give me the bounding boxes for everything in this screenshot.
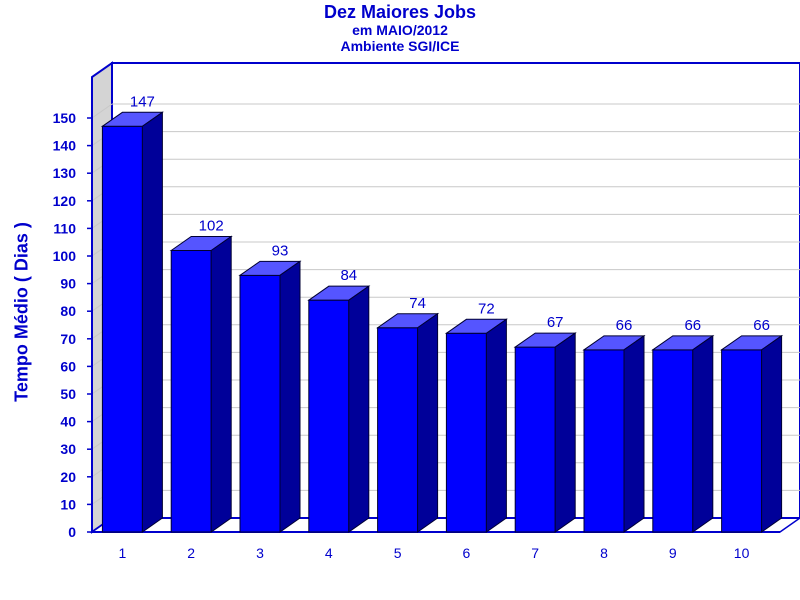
data-label: 84 (340, 267, 357, 284)
y-tick-label: 50 (60, 386, 76, 402)
bar (308, 299, 350, 533)
y-tick-label: 90 (60, 276, 76, 292)
bar-side (348, 285, 370, 533)
y-tick-label: 120 (53, 193, 77, 209)
bar (652, 349, 694, 533)
data-label: 66 (753, 317, 770, 334)
y-tick-label: 130 (53, 165, 77, 181)
bar (377, 327, 419, 533)
y-tick-label: 30 (60, 441, 76, 457)
y-tick-label: 150 (53, 110, 77, 126)
y-tick-label: 60 (60, 358, 76, 374)
y-tick-label: 110 (53, 220, 76, 236)
data-label: 93 (272, 242, 289, 259)
x-tick-label: 8 (600, 545, 608, 561)
x-tick-label: 6 (463, 545, 471, 561)
bar (101, 125, 143, 533)
bar-side (417, 312, 439, 533)
y-tick-label: 40 (60, 414, 76, 430)
chart-subtitle-line-1: em MAIO/2012 (352, 22, 448, 38)
x-tick-label: 4 (325, 545, 333, 561)
chart-subtitle-line-2: Ambiente SGI/ICE (340, 38, 460, 54)
x-tick-label: 9 (669, 545, 677, 561)
bar-side (554, 332, 576, 533)
y-tick-label: 0 (68, 524, 76, 540)
chart-title: Dez Maiores Jobs (323, 2, 477, 22)
x-tick-label: 1 (119, 545, 127, 561)
data-label: 72 (478, 300, 495, 317)
x-tick-label: 7 (531, 545, 539, 561)
gridline-side (91, 103, 113, 119)
bar (170, 249, 212, 533)
data-label: 67 (547, 314, 564, 331)
y-tick-label: 140 (53, 138, 77, 154)
y-tick-label: 80 (60, 303, 76, 319)
bar-side (141, 111, 163, 533)
bar-side (485, 318, 507, 533)
y-tick-label: 70 (60, 331, 76, 347)
data-label: 66 (684, 317, 701, 334)
bar (583, 349, 625, 533)
x-tick-label: 10 (734, 545, 750, 561)
bar-side (279, 260, 301, 533)
bar-side (761, 334, 783, 533)
bar-side (623, 334, 645, 533)
bar (514, 346, 556, 533)
bar-side (692, 334, 714, 533)
y-tick-label: 100 (53, 248, 77, 264)
y-tick-label: 20 (60, 469, 76, 485)
data-label: 74 (409, 295, 426, 312)
x-tick-label: 3 (256, 545, 264, 561)
bar (445, 332, 487, 533)
data-label: 147 (130, 93, 155, 110)
bar (721, 349, 763, 533)
data-label: 66 (616, 317, 633, 334)
x-tick-label: 2 (187, 545, 195, 561)
data-label: 102 (199, 217, 224, 234)
y-tick-label: 10 (60, 496, 76, 512)
bar-side (210, 235, 232, 533)
bar (239, 274, 281, 533)
x-tick-label: 5 (394, 545, 402, 561)
